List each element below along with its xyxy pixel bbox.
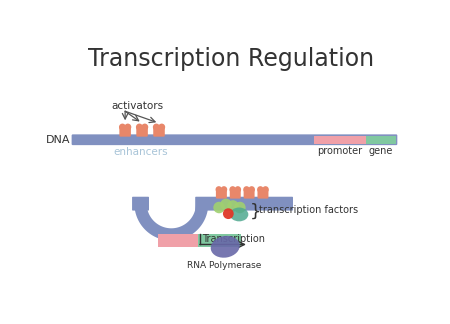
FancyBboxPatch shape — [136, 127, 148, 137]
Circle shape — [216, 186, 222, 193]
FancyBboxPatch shape — [243, 189, 255, 199]
Circle shape — [230, 186, 236, 193]
Circle shape — [257, 186, 264, 193]
Circle shape — [223, 208, 234, 219]
Circle shape — [119, 123, 126, 131]
Circle shape — [220, 199, 232, 210]
Circle shape — [213, 202, 225, 213]
Text: enhancers: enhancers — [113, 147, 168, 157]
Bar — [158, 235, 198, 247]
FancyBboxPatch shape — [230, 189, 241, 199]
Polygon shape — [135, 204, 208, 241]
Circle shape — [234, 186, 241, 193]
FancyBboxPatch shape — [195, 197, 293, 211]
FancyBboxPatch shape — [132, 197, 149, 211]
FancyBboxPatch shape — [216, 189, 227, 199]
FancyBboxPatch shape — [257, 189, 269, 199]
Circle shape — [243, 186, 250, 193]
Text: promoter: promoter — [317, 146, 363, 156]
Circle shape — [220, 186, 227, 193]
Circle shape — [262, 186, 269, 193]
Bar — [314, 135, 366, 144]
Text: activators: activators — [111, 101, 163, 111]
Circle shape — [248, 186, 255, 193]
Circle shape — [227, 200, 238, 212]
Bar — [366, 135, 396, 144]
Text: DNA: DNA — [46, 135, 71, 145]
FancyBboxPatch shape — [119, 127, 131, 137]
Bar — [198, 235, 241, 247]
Text: Transcription: Transcription — [202, 234, 265, 244]
Circle shape — [141, 123, 148, 131]
FancyBboxPatch shape — [72, 134, 397, 145]
Circle shape — [153, 123, 160, 131]
Text: transcription factors: transcription factors — [259, 205, 358, 215]
Text: Transcription Regulation: Transcription Regulation — [88, 47, 374, 71]
Circle shape — [158, 123, 165, 131]
Text: }: } — [250, 202, 261, 220]
FancyBboxPatch shape — [153, 127, 165, 137]
Circle shape — [136, 123, 143, 131]
Circle shape — [124, 123, 131, 131]
Text: gene: gene — [369, 146, 393, 156]
Ellipse shape — [230, 207, 248, 221]
Text: RNA Polymerase: RNA Polymerase — [186, 260, 261, 270]
Ellipse shape — [211, 236, 240, 258]
Circle shape — [234, 202, 246, 213]
